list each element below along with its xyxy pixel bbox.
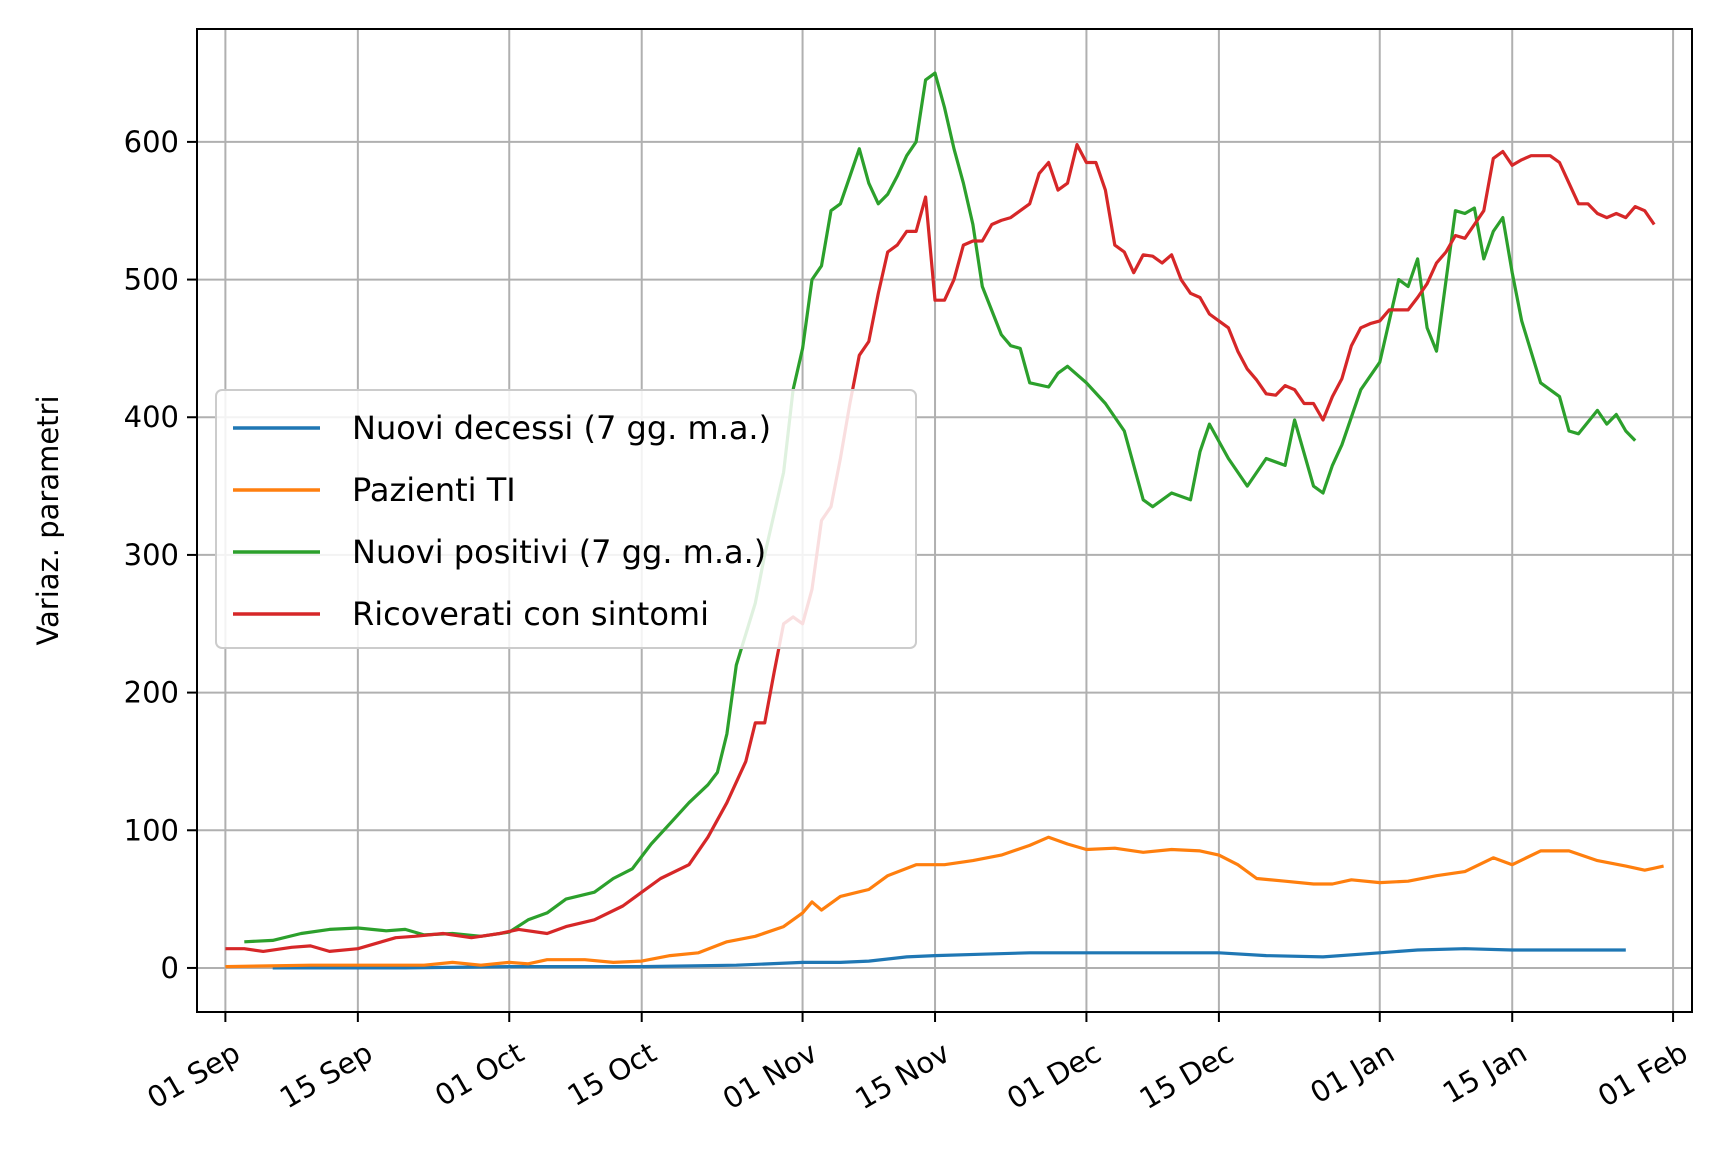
series-line-nuovi-decessi-7-gg-m-a [272, 947, 1626, 970]
y-tick-label: 0 [161, 951, 179, 985]
legend-label-nuovi-decessi-7-gg-m-a: Nuovi decessi (7 gg. m.a.) [352, 409, 771, 447]
y-tick-label: 300 [124, 538, 179, 572]
series-lines [225, 71, 1664, 970]
y-tick-label: 600 [124, 125, 179, 159]
y-tick-label: 500 [124, 263, 179, 297]
y-tick-label: 200 [124, 676, 179, 710]
plot-frame [196, 28, 1693, 1013]
y-tick-label: 400 [124, 400, 179, 434]
y-axis-label: Variaz. parametri [31, 395, 65, 645]
legend-label-ricoverati-con-sintomi: Ricoverati con sintomi [352, 595, 709, 633]
legend-label-pazienti-ti: Pazienti TI [352, 471, 516, 509]
legend-label-nuovi-positivi-7-gg-m-a: Nuovi positivi (7 gg. m.a.) [352, 533, 766, 571]
series-line-pazienti-ti [225, 835, 1664, 969]
legend: Nuovi decessi (7 gg. m.a.) Pazienti TI Nuo… [215, 389, 917, 649]
series-line-ricoverati-con-sintomi [225, 143, 1656, 954]
series-line-nuovi-positivi-7-gg-m-a [244, 71, 1637, 944]
legend-box [215, 389, 917, 649]
y-tick-label: 100 [124, 813, 179, 847]
